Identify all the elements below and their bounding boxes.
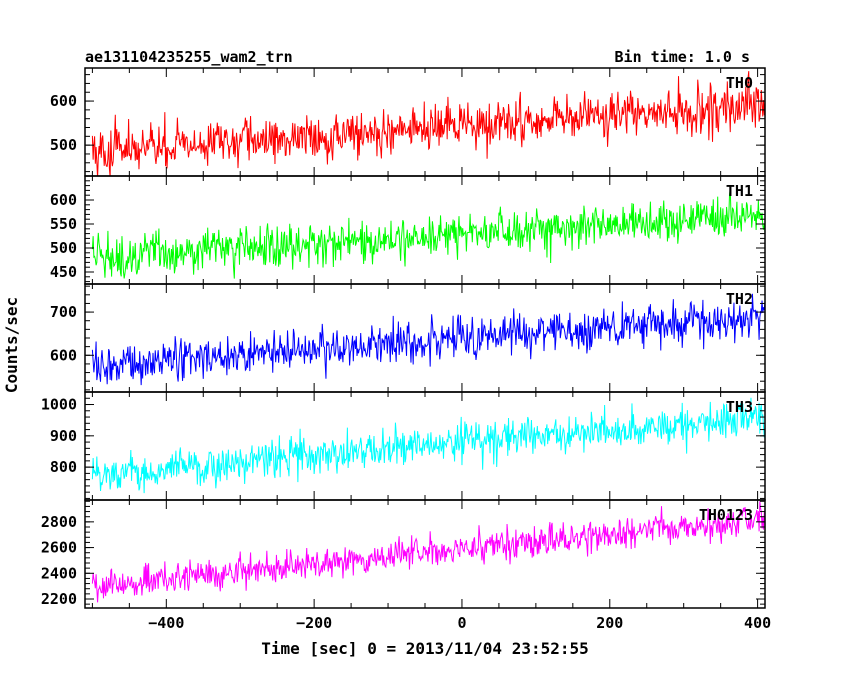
series-line-th1 [91,189,765,279]
y-axis-title: Counts/sec [2,297,21,393]
chart-subtitle: Bin time: 1.0 s [615,48,750,66]
y-tick-label-th2: 600 [50,346,77,364]
y-tick-label-th1: 550 [50,215,77,233]
panel-label-th3: TH3 [726,398,753,416]
x-axis-title: Time [sec] 0 = 2013/11/04 23:52:55 [261,639,589,658]
series-line-th3 [91,397,765,494]
y-tick-label-th3: 1000 [41,396,77,414]
x-tick-label: 0 [457,614,466,632]
y-tick-label-th1: 600 [50,191,77,209]
x-tick-label: 200 [596,614,623,632]
y-tick-label-th0123: 2400 [41,564,77,582]
y-tick-label-th0123: 2600 [41,539,77,557]
y-tick-label-th0: 500 [50,136,77,154]
series-line-th2 [91,293,765,386]
chart-title: ae131104235255_wam2_trn [85,48,293,66]
y-tick-label-th1: 500 [50,239,77,257]
x-tick-label: 400 [744,614,771,632]
y-tick-label-th2: 700 [50,303,77,321]
panel-label-th2: TH2 [726,290,753,308]
y-tick-label-th0123: 2800 [41,513,77,531]
panel-label-th0: TH0 [726,74,753,92]
series-line-th0 [91,71,765,176]
y-tick-label-th0123: 2200 [41,590,77,608]
plot-layer: TH0 500 600 TH1 450 500 550 600 TH2 600 700 TH3 800 9… [41,67,771,632]
panel-label-th0123: TH0123 [699,506,753,524]
x-tick-label: −200 [296,614,332,632]
y-tick-label-th3: 900 [50,427,77,445]
panel-frame-th1 [84,175,766,285]
series-line-th0123 [91,501,765,603]
y-tick-label-th1: 450 [50,263,77,281]
y-tick-label-th0: 600 [50,92,77,110]
panel-frame-th0123 [84,499,766,609]
panel-frame-th2 [84,283,766,393]
x-tick-label: −400 [148,614,184,632]
y-tick-label-th3: 800 [50,458,77,476]
panel-label-th1: TH1 [726,182,753,200]
